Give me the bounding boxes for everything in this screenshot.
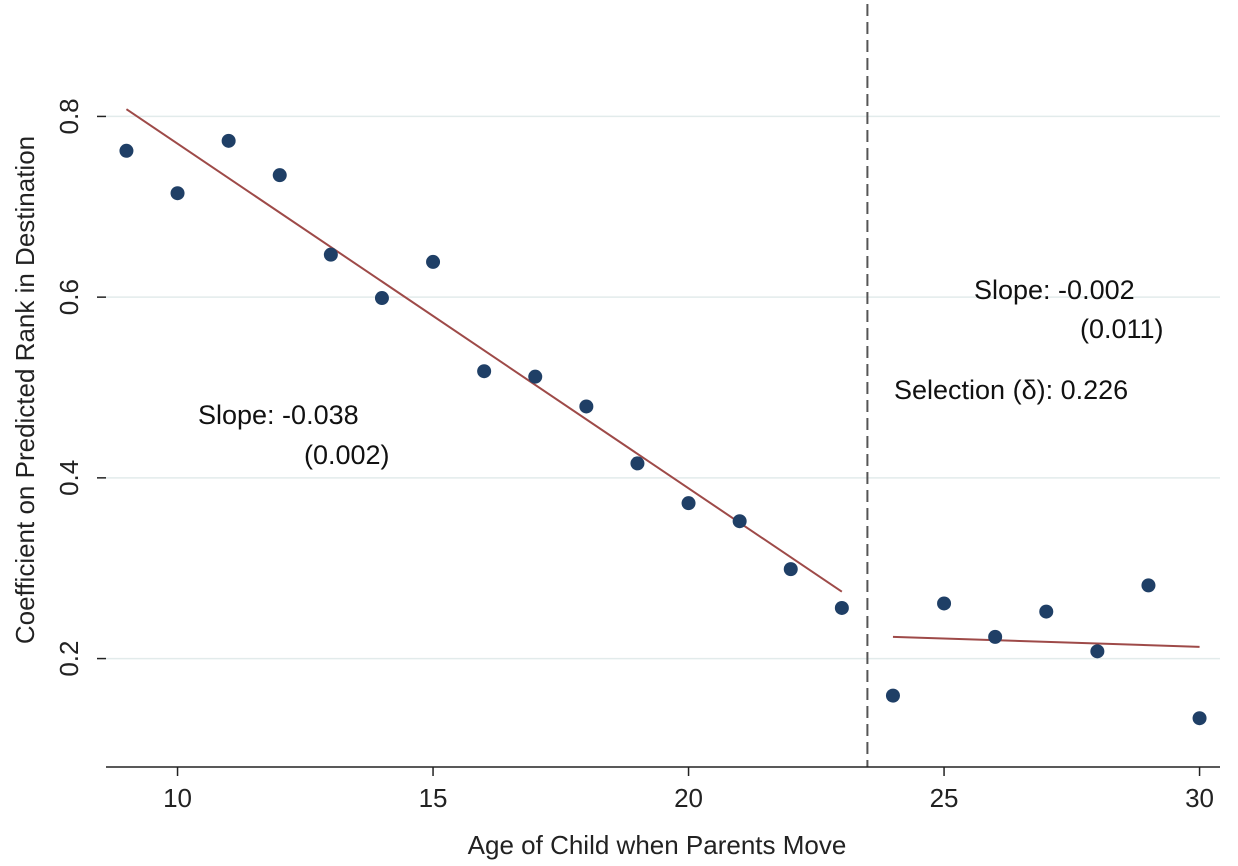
data-point-age-18	[579, 399, 594, 414]
data-point-age-14	[374, 291, 389, 306]
y-tick-label-1: 0.4	[54, 460, 84, 496]
grid-lines	[106, 115, 1220, 660]
x-axis-title: Age of Child when Parents Move	[468, 830, 847, 860]
data-point-age-22	[783, 562, 798, 577]
fit-line-post-cutoff	[892, 635, 1200, 648]
left-slope-se-annotation: (0.002)	[304, 440, 390, 470]
data-point-age-23	[834, 600, 849, 615]
data-point-age-25	[937, 596, 952, 611]
x-tick-label-25: 25	[930, 783, 959, 813]
data-point-age-24	[885, 688, 900, 703]
x-tick-label-30: 30	[1185, 783, 1214, 813]
right-slope-annotation: Slope: -0.002	[974, 275, 1135, 305]
x-tick-label-10: 10	[163, 783, 192, 813]
x-axis-ticks: 10 15 20 25 30	[163, 767, 1214, 813]
y-tick-label-3: 0.8	[54, 98, 84, 134]
fit-lines	[125, 108, 1200, 648]
data-point-age-12	[272, 168, 287, 183]
data-point-age-11	[221, 133, 236, 148]
x-tick-label-15: 15	[419, 783, 448, 813]
y-tick-label-2: 0.6	[54, 279, 84, 315]
y-axis-title: Coefficient on Predicted Rank in Destina…	[10, 136, 40, 644]
left-slope-annotation: Slope: -0.038	[198, 400, 359, 430]
data-point-age-30	[1192, 711, 1207, 726]
data-point-age-15	[426, 254, 441, 269]
data-point-age-27	[1039, 604, 1054, 619]
data-point-age-28	[1090, 644, 1105, 659]
data-points	[119, 133, 1207, 726]
right-slope-se-annotation: (0.011)	[1080, 314, 1164, 344]
data-point-age-13	[323, 247, 338, 262]
data-point-age-17	[528, 369, 543, 384]
data-point-age-16	[477, 364, 492, 379]
data-point-age-9	[119, 143, 134, 158]
data-point-age-20	[681, 496, 696, 511]
y-tick-label-0: 0.2	[54, 640, 84, 676]
data-point-age-10	[170, 186, 185, 201]
data-point-age-19	[630, 456, 645, 471]
y-axis-ticks: 0.2 0.4 0.6 0.8	[54, 98, 106, 677]
fit-line-pre-cutoff	[125, 108, 843, 593]
data-point-age-29	[1141, 578, 1156, 593]
selection-annotation: Selection (δ): 0.226	[894, 375, 1128, 405]
data-point-age-26	[988, 629, 1003, 644]
data-point-age-21	[732, 514, 747, 529]
x-tick-label-20: 20	[674, 783, 703, 813]
